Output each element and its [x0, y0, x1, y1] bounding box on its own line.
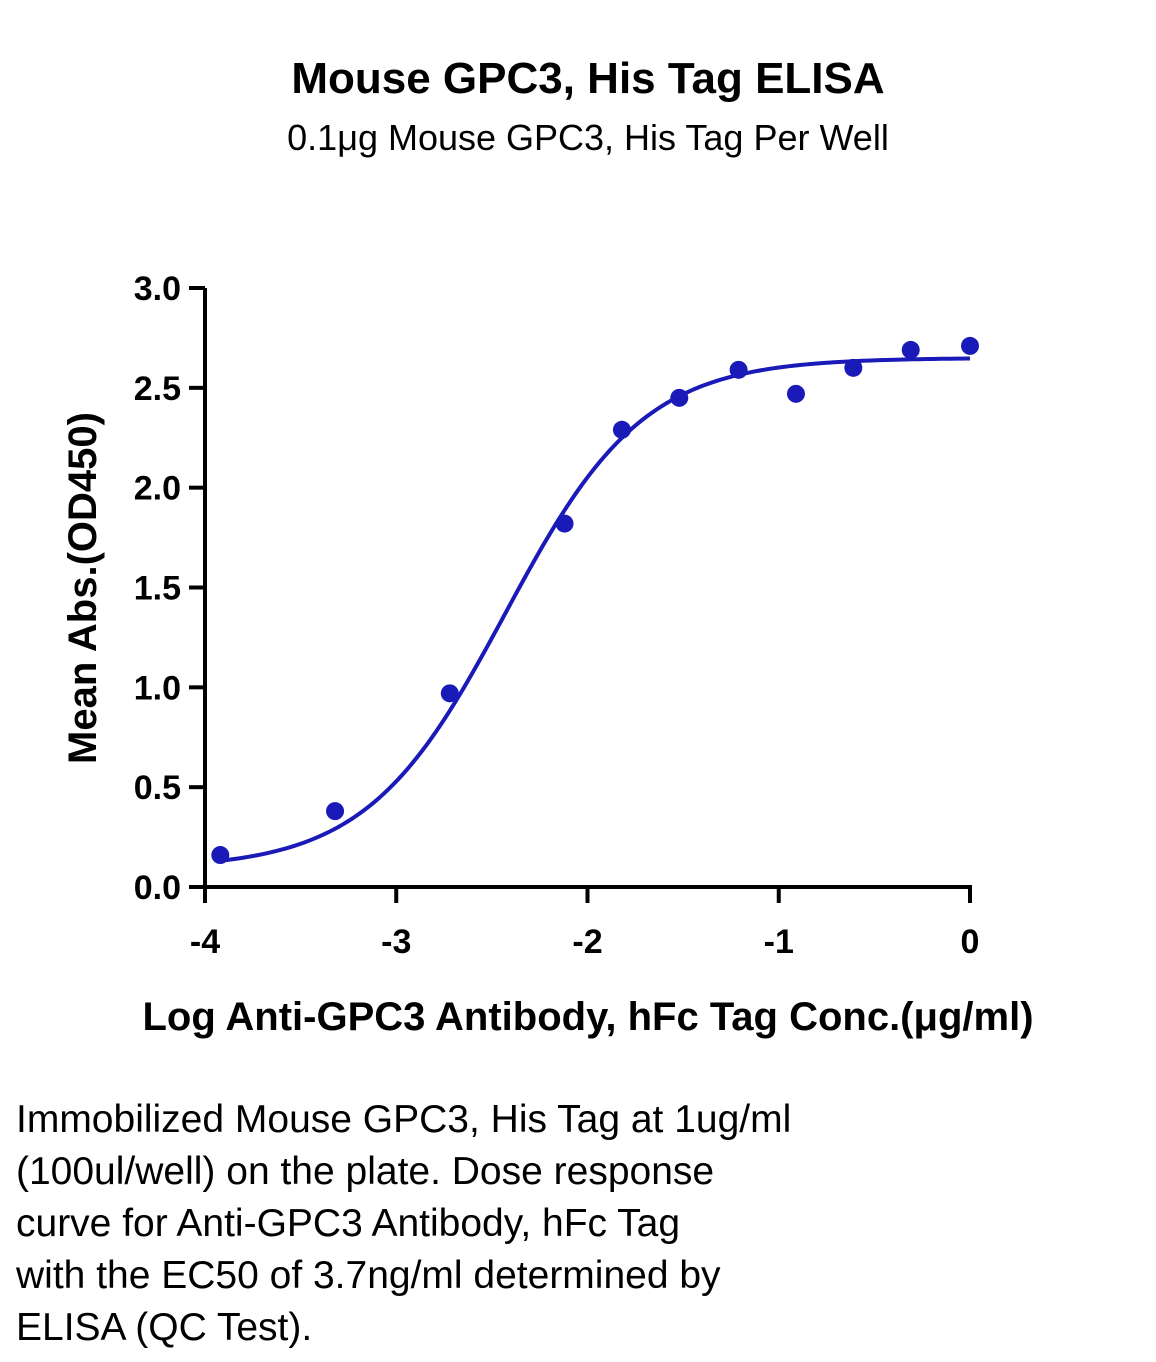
data-point: [211, 846, 230, 865]
data-point: [612, 420, 631, 439]
y-tick-label: 2.0: [134, 470, 181, 508]
data-point: [440, 684, 459, 703]
data-point: [901, 340, 920, 359]
data-points: [211, 336, 979, 865]
x-tick-label: 0: [961, 923, 980, 961]
caption-line: curve for Anti-GPC3 Antibody, hFc Tag: [16, 1202, 681, 1245]
axes: [203, 288, 972, 889]
y-axis-label: Mean Abs.(OD450): [61, 412, 105, 764]
y-tick-label: 2.5: [134, 370, 181, 408]
data-point: [670, 388, 689, 407]
caption-line: ELISA (QC Test).: [16, 1306, 313, 1349]
x-tick-label: -3: [381, 923, 411, 961]
data-point: [961, 336, 979, 355]
y-axis-ticks: 0.0 0.5 1.0 1.5 2.0 2.5 3.0: [134, 270, 205, 907]
y-tick-label: 1.5: [134, 570, 181, 608]
y-tick-label: 3.0: [134, 270, 181, 308]
caption: Immobilized Mouse GPC3, His Tag at 1ug/m…: [16, 1094, 1136, 1354]
caption-line: (100ul/well) on the plate. Dose response: [16, 1150, 715, 1193]
x-axis-label: Log Anti-GPC3 Antibody, hFc Tag Conc.(μg…: [142, 995, 1033, 1039]
x-tick-label: -4: [190, 923, 220, 961]
caption-line: Immobilized Mouse GPC3, His Tag at 1ug/m…: [16, 1098, 792, 1141]
data-point: [326, 802, 345, 821]
fit-curve: [220, 356, 971, 863]
elisa-chart: Mouse GPC3, His Tag ELISA 0.1μg Mouse GP…: [61, 54, 1034, 1039]
x-tick-label: -2: [572, 923, 602, 961]
y-tick-label: 0.0: [134, 869, 181, 907]
data-point: [555, 514, 574, 533]
y-tick-label: 0.5: [134, 769, 181, 807]
chart-subtitle: 0.1μg Mouse GPC3, His Tag Per Well: [287, 117, 889, 158]
data-point: [729, 360, 748, 379]
chart-title: Mouse GPC3, His Tag ELISA: [291, 54, 884, 103]
data-point: [786, 384, 805, 403]
caption-line: with the EC50 of 3.7ng/ml determined by: [16, 1254, 721, 1297]
y-tick-label: 1.0: [134, 669, 181, 707]
data-point: [844, 358, 863, 377]
x-tick-label: -1: [764, 923, 794, 961]
x-axis-ticks: -4 -3 -2 -1 0: [190, 887, 980, 961]
